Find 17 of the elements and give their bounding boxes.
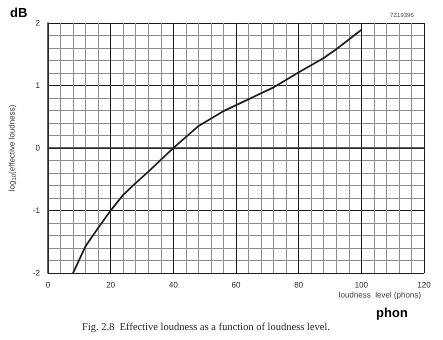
x-tick-label: 100: [354, 280, 369, 290]
x-tick-label: 0: [46, 280, 51, 290]
x-tick-label: 40: [168, 280, 178, 290]
y-tick-label: 1: [36, 81, 41, 90]
x-tick-label: 20: [106, 280, 116, 290]
text: phon: [376, 305, 408, 320]
x-axis-title: loudness level (phons): [338, 290, 422, 300]
text: dB: [10, 5, 28, 20]
x-tick-label: 80: [294, 280, 304, 290]
y-tick-label: -2: [32, 268, 41, 278]
y-tick-label: 0: [36, 144, 41, 152]
y-tick-label: 2: [36, 18, 41, 28]
x-tick-label: 60: [232, 280, 241, 290]
line-series: [72, 28, 362, 274]
caption: Fig. 2.8 Effective loudness as a function of loudness level.: [82, 322, 330, 333]
x-tick-label: 120: [417, 280, 432, 290]
y-tick-label: -1: [32, 206, 41, 215]
